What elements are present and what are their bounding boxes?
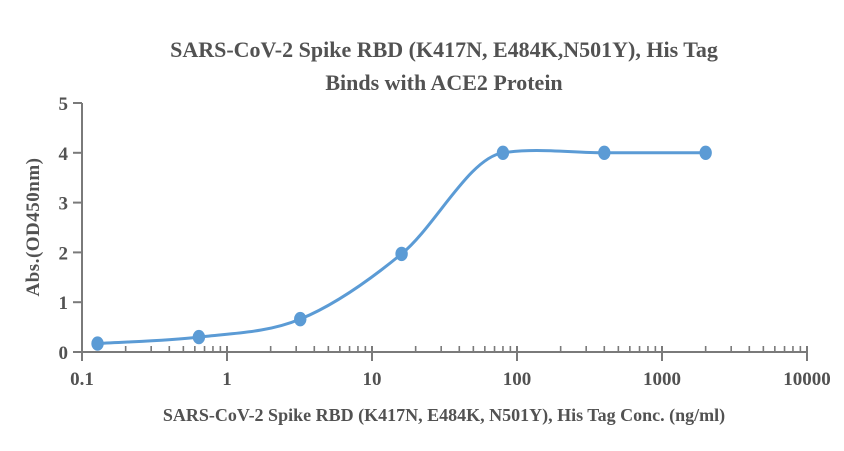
y-tick-label: 1	[59, 293, 69, 314]
data-point-marker	[192, 329, 206, 345]
y-tick-label: 2	[59, 243, 69, 264]
data-point-marker	[91, 336, 104, 351]
x-tick-label: 1	[222, 369, 232, 390]
x-tick-label: 10	[363, 369, 382, 390]
y-tick-label: 0	[59, 343, 69, 364]
chart-title-line2: Binds with ACE2 Protein	[325, 70, 562, 95]
x-tick-label: 0.1	[70, 369, 94, 390]
data-point-marker	[294, 311, 307, 327]
tick-labels: 0 1 2 3 4 5 0.1 1 10 100 1000 10000	[59, 94, 831, 390]
data-point-marker	[699, 145, 712, 160]
x-axis-label: SARS-CoV-2 Spike RBD (K417N, E484K, N501…	[163, 405, 725, 426]
chart-title-line1: SARS-CoV-2 Spike RBD (K417N, E484K,N501Y…	[170, 37, 718, 62]
y-axis-label: Abs.(OD450nm)	[23, 158, 44, 297]
y-tick-label: 5	[59, 94, 69, 115]
x-tick-label: 1000	[643, 369, 681, 390]
data-point-marker	[496, 145, 510, 160]
data-point-marker	[395, 246, 408, 262]
data-point-marker	[598, 145, 611, 160]
y-tick-label: 4	[59, 144, 69, 165]
x-tick-label: 100	[503, 369, 532, 390]
axes	[73, 102, 808, 361]
y-tick-label: 3	[59, 194, 69, 215]
x-tick-label: 10000	[783, 369, 831, 390]
data-series	[91, 145, 712, 351]
